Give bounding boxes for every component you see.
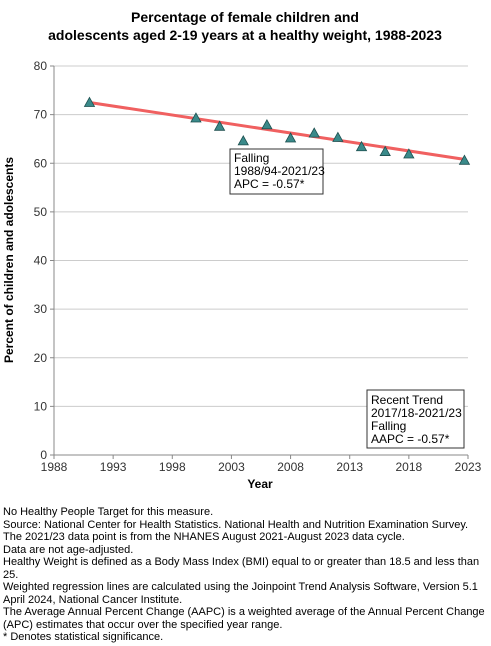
y-axis-title: Percent of children and adolescents (2, 157, 16, 363)
trend-line (89, 100, 465, 161)
annotation-recent-trend: Recent Trend 2017/18-2021/23 Falling AAP… (366, 389, 465, 449)
y-tick-label: 80 (34, 59, 48, 73)
x-tick-label: 2013 (336, 460, 363, 474)
footnote-line: The 2021/23 data point is from the NHANE… (3, 531, 405, 543)
footnote-line: Source: National Center for Health Stati… (3, 518, 469, 531)
y-tick-label: 40 (34, 254, 48, 268)
annotation-recent-trend-line-2: 2017/18-2021/23 (371, 406, 462, 420)
y-tick-label: 0 (40, 448, 47, 462)
annotation-falling-box (229, 148, 324, 195)
data-point (261, 119, 273, 130)
footnote-line: No Healthy People Target for this measur… (3, 506, 214, 518)
y-tick-label: 70 (34, 108, 48, 122)
annotation-recent-trend-line-4: AAPC = -0.57* (371, 432, 450, 446)
chart-title-line-1: Percentage of female children and (131, 9, 359, 25)
annotation-falling: Falling 1988/94-2021/23 APC = -0.57* (229, 148, 325, 195)
data-point (332, 131, 344, 142)
x-tick-label: 1993 (100, 460, 127, 474)
x-ticks: 1988 1993 1998 2003 2008 2013 2018 2023 (41, 455, 482, 474)
annotation-recent-trend-line-3: Falling (371, 419, 406, 433)
data-point (213, 120, 226, 131)
data-point (237, 135, 249, 146)
y-tick-label: 10 (34, 399, 48, 413)
x-tick-label: 1988 (41, 460, 68, 474)
data-point (355, 140, 368, 152)
data-point (379, 145, 391, 156)
data-point (83, 96, 96, 107)
y-ticks: 0 10 20 30 40 50 60 70 80 (34, 59, 54, 462)
y-tick-label: 60 (34, 156, 48, 170)
footnote-line: Healthy Weight is defined as a Body Mass… (3, 556, 480, 581)
footnote-line: The Average Annual Percent Change (AAPC)… (3, 606, 485, 631)
y-tick-label: 50 (34, 205, 48, 219)
annotation-falling-line-1: Falling (234, 151, 269, 165)
y-tick-label: 30 (34, 302, 48, 316)
x-tick-label: 2018 (396, 460, 423, 474)
data-point (284, 132, 297, 143)
data-points (83, 96, 471, 165)
data-point (308, 127, 320, 138)
x-tick-label: 1998 (159, 460, 186, 474)
x-tick-label: 2023 (455, 460, 482, 474)
annotation-falling-line-3: APC = -0.57* (234, 177, 305, 191)
x-tick-label: 2003 (218, 460, 245, 474)
annotation-recent-trend-line-1: Recent Trend (371, 393, 443, 407)
x-tick-label: 2008 (277, 460, 304, 474)
footnote-line: Data are not age-adjusted. (3, 543, 134, 556)
data-point (190, 112, 202, 123)
annotation-recent-trend-box (366, 389, 465, 449)
x-axis-title: Year (247, 477, 273, 491)
y-tick-label: 20 (34, 351, 48, 365)
annotation-falling-line-2: 1988/94-2021/23 (234, 164, 325, 178)
chart: Percentage of female children and adoles… (2, 9, 482, 491)
footnote-line: * Denotes statistical significance. (3, 631, 164, 643)
footnotes: No Healthy People Target for this measur… (3, 506, 487, 644)
footnote-line: Weighted regression lines are calculated… (3, 581, 478, 606)
data-point (458, 154, 471, 165)
chart-title-line-2: adolescents aged 2-19 years at a healthy… (48, 27, 442, 43)
data-point (403, 148, 415, 159)
